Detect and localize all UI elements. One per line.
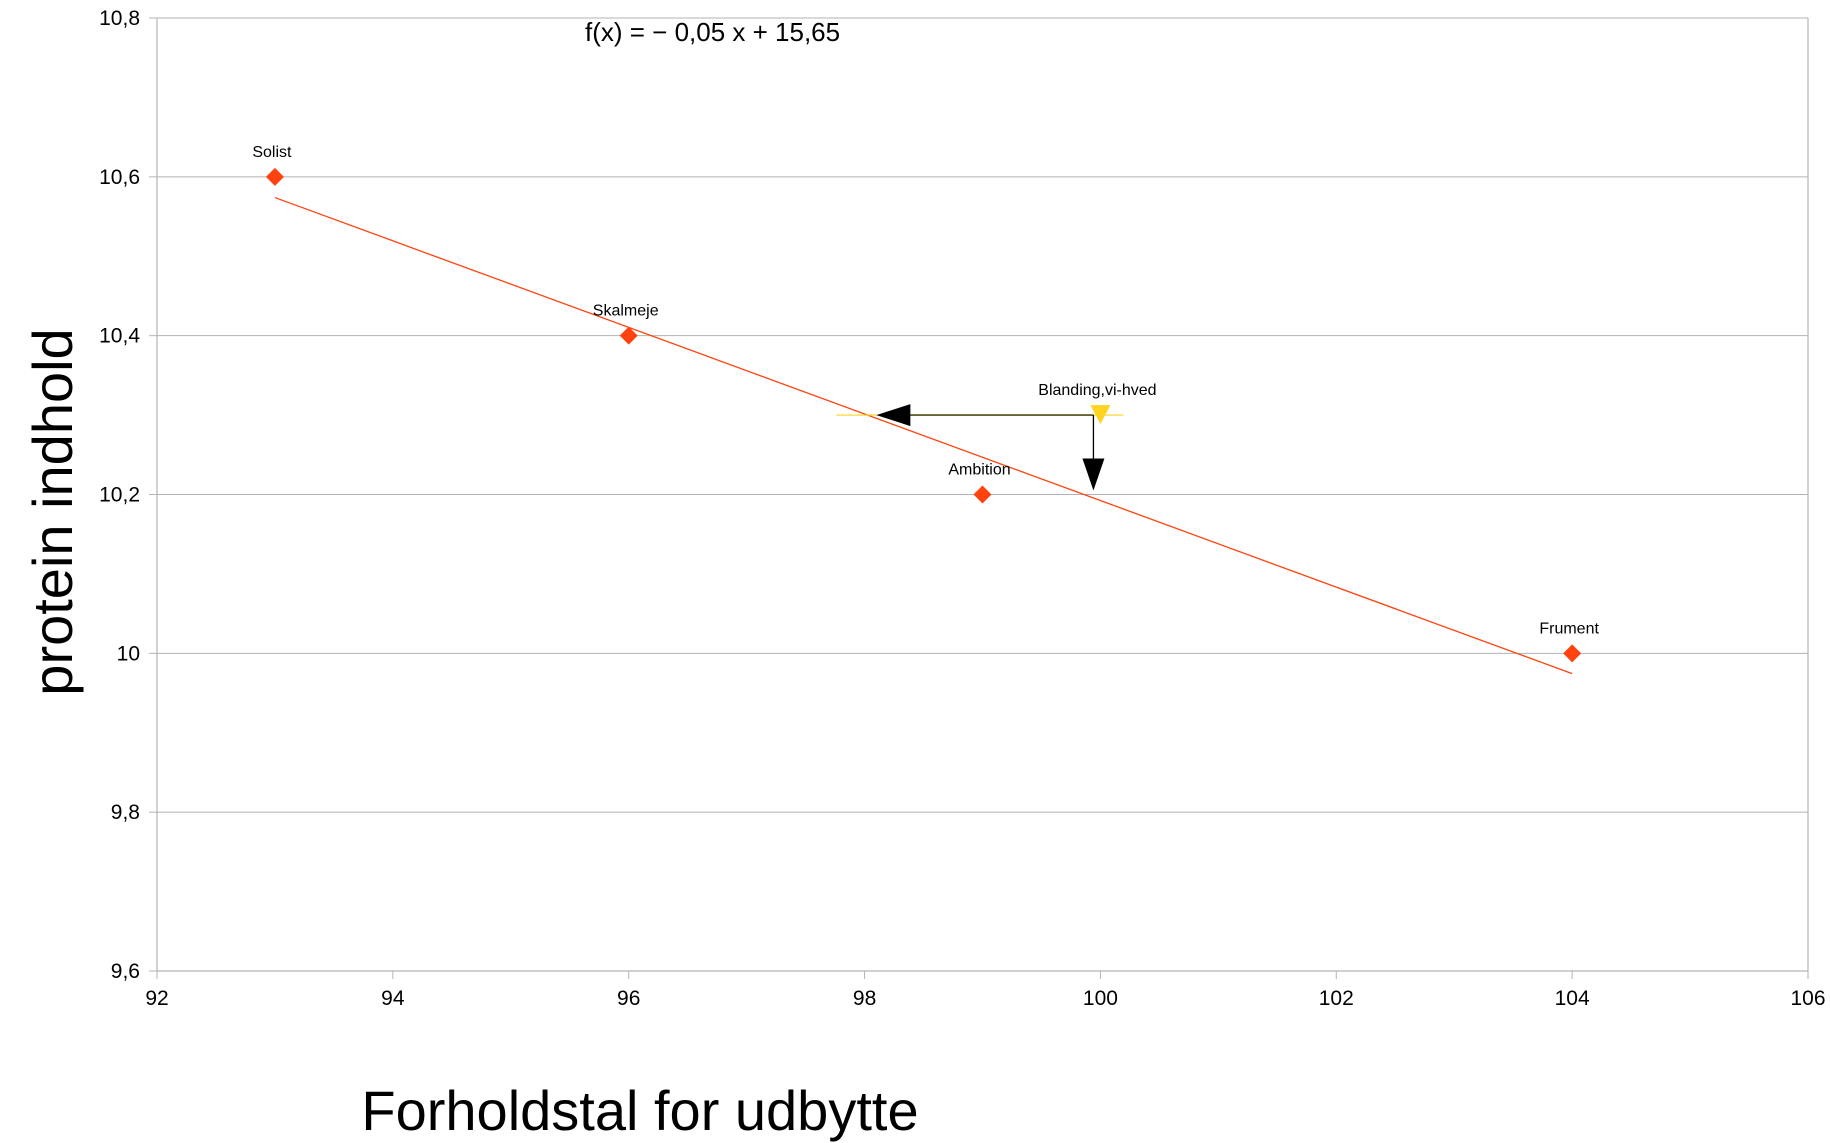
y-tick-label: 10,8 <box>99 7 140 30</box>
data-point <box>1563 644 1582 663</box>
trendline-equation: f(x) = − 0,05 x + 15,65 <box>585 17 840 47</box>
axes <box>149 17 1809 979</box>
data-point-label: Skalmeje <box>593 303 659 320</box>
data-point <box>619 326 638 345</box>
data-points <box>265 167 1582 663</box>
data-point <box>1090 405 1111 425</box>
x-tick-label: 104 <box>1555 987 1590 1010</box>
x-tick-label: 102 <box>1319 987 1354 1010</box>
arrow-left-head <box>876 404 911 427</box>
y-tick-label: 10 <box>117 642 140 665</box>
y-tick-label: 10,4 <box>99 325 140 348</box>
data-point-label: Solist <box>252 144 292 161</box>
data-point <box>265 167 284 186</box>
x-tick-label: 96 <box>617 987 640 1010</box>
data-point-label: Frument <box>1539 620 1599 637</box>
grid-lines <box>157 17 1808 972</box>
trendline <box>274 196 1573 675</box>
y-tick-label: 10,6 <box>99 166 140 189</box>
x-tick-labels: 92 94 96 98 100 102 104 106 <box>145 987 1825 1010</box>
y-tick-label: 9,6 <box>111 960 140 983</box>
x-tick-label: 98 <box>853 987 876 1010</box>
data-point-label: Ambition <box>948 462 1010 479</box>
x-tick-label: 92 <box>145 987 168 1010</box>
arrow-annotations <box>836 404 1124 491</box>
y-tick-labels: 9,6 9,8 10 10,2 10,4 10,6 10,8 <box>99 7 140 983</box>
data-point-label: Blanding,vi-hved <box>1038 382 1156 399</box>
y-tick-label: 9,8 <box>111 801 140 824</box>
y-tick-label: 10,2 <box>99 484 140 507</box>
y-axis-title: protein indhold <box>21 328 84 695</box>
x-axis-title: Forholdstal for udbytte <box>361 1079 918 1142</box>
x-tick-label: 100 <box>1083 987 1118 1010</box>
trendline-group <box>274 196 1573 675</box>
x-tick-label: 106 <box>1790 987 1825 1010</box>
point-labels: Solist Skalmeje Ambition Frument Blanding,vi… <box>252 144 1599 637</box>
x-tick-label: 94 <box>381 987 405 1010</box>
arrow-down-head <box>1082 458 1105 491</box>
data-point <box>973 485 992 504</box>
